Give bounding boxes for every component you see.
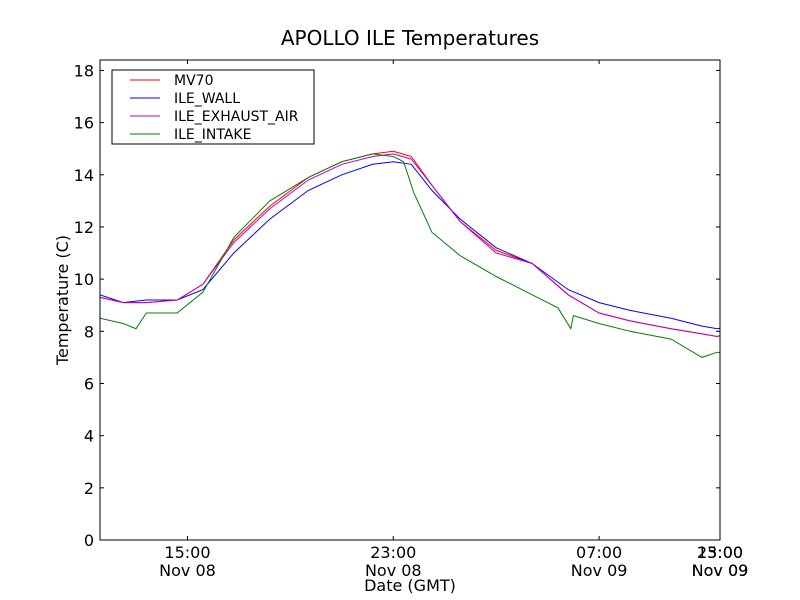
x-tick-label-time: 15:00 — [164, 543, 210, 562]
x-tick-label-time: 07:00 — [576, 543, 622, 562]
y-tick-label: 18 — [74, 61, 94, 80]
y-tick-label: 2 — [84, 479, 94, 498]
x-tick-label-time: 23:00 — [697, 543, 743, 562]
y-tick-label: 14 — [74, 166, 94, 185]
y-tick-label: 12 — [74, 218, 94, 237]
legend: MV70 ILE_WALL ILE_EXHAUST_AIR ILE_INTAKE — [111, 69, 315, 145]
plot-area-frame — [99, 59, 721, 541]
series-line-ile-wall — [100, 161, 720, 330]
x-tick-label-date: Nov 09 — [571, 561, 628, 580]
y-tick-label: 10 — [74, 270, 94, 289]
legend-label: ILE_EXHAUST_AIR — [174, 109, 299, 125]
chart-title: APOLLO ILE Temperatures — [281, 26, 539, 50]
y-axis: 0 2 4 6 8 10 12 14 16 18 — [74, 61, 720, 550]
x-tick-label-date: Nov 08 — [159, 561, 216, 580]
series-line-ile-intake — [100, 153, 720, 358]
y-tick-label: 16 — [74, 114, 94, 133]
y-tick-label: 8 — [84, 322, 94, 341]
x-tick-label-date: Nov 09 — [692, 561, 749, 580]
legend-label: ILE_WALL — [174, 91, 240, 107]
x-tick-label-time: 15:00 — [697, 543, 743, 562]
legend-label: MV70 — [174, 73, 213, 89]
y-tick-label: 4 — [84, 427, 94, 446]
series-line-ile-exhaust-air — [100, 153, 720, 338]
x-tick-label-date: Nov 09 — [692, 561, 749, 580]
x-tick-label-date: Nov 08 — [365, 561, 422, 580]
legend-box — [111, 69, 315, 145]
legend-label: ILE_INTAKE — [174, 127, 251, 143]
x-axis-label: Date (GMT) — [364, 576, 456, 595]
y-axis-label: Temperature (C) — [53, 235, 72, 366]
series-layer — [100, 150, 720, 358]
x-tick-label-time: 23:00 — [370, 543, 416, 562]
y-tick-label: 6 — [84, 374, 94, 393]
y-tick-label: 0 — [84, 531, 94, 550]
